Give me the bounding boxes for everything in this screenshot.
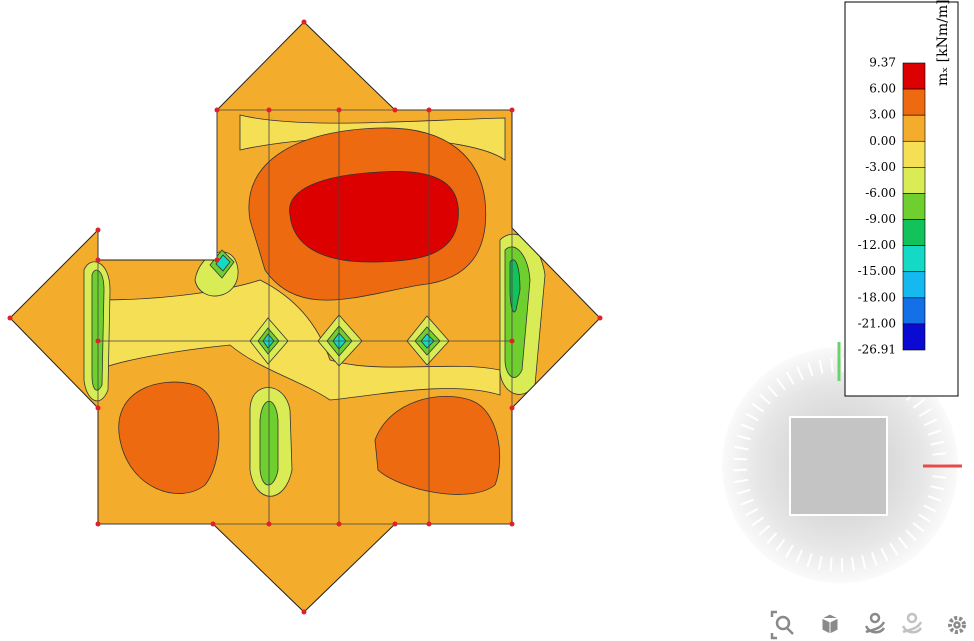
legend-label: -21.00	[858, 316, 896, 330]
rotate-button[interactable]	[864, 612, 886, 634]
legend-swatch	[902, 114, 926, 142]
rotate-alt-button[interactable]	[901, 612, 923, 634]
legend: mₓ [kNm/m] 9.37 6.00 3.00 0.00 -3.00 -6.00 -9.…	[844, 0, 959, 397]
legend-label: -18.00	[858, 290, 896, 304]
mesh-lines	[9, 21, 601, 613]
legend-label: 6.00	[869, 82, 896, 96]
legend-label: 3.00	[869, 108, 896, 122]
nodes	[7, 19, 603, 615]
view-button[interactable]	[821, 613, 839, 635]
legend-label: -3.00	[865, 160, 896, 174]
legend-label: -15.00	[858, 264, 896, 278]
legend-label: -26.91	[858, 343, 896, 357]
settings-button[interactable]	[948, 616, 966, 634]
legend-swatch	[902, 219, 926, 246]
legend-label: 9.37	[869, 56, 896, 70]
legend-swatches: 9.37 6.00 3.00 0.00 -3.00 -6.00 -9.00 -12.00 -15…	[858, 56, 926, 357]
legend-swatch	[902, 245, 926, 273]
legend-swatch	[902, 88, 926, 116]
legend-label: 0.00	[869, 134, 896, 148]
navigation-widget[interactable]	[722, 342, 962, 583]
contour-plot	[10, 22, 600, 612]
legend-label: -9.00	[865, 212, 896, 226]
legend-title: mₓ [kNm/m]	[935, 0, 951, 86]
legend-swatch	[902, 62, 926, 90]
legend-label: -6.00	[865, 186, 896, 200]
legend-swatch	[902, 297, 926, 325]
legend-swatch	[902, 193, 926, 220]
legend-swatch	[902, 271, 926, 299]
toolbar	[770, 610, 966, 640]
legend-swatch	[902, 140, 926, 168]
legend-swatch	[902, 167, 926, 194]
legend-label: -12.00	[858, 238, 896, 252]
legend-swatch	[902, 323, 926, 351]
zoom-button[interactable]	[770, 610, 794, 640]
